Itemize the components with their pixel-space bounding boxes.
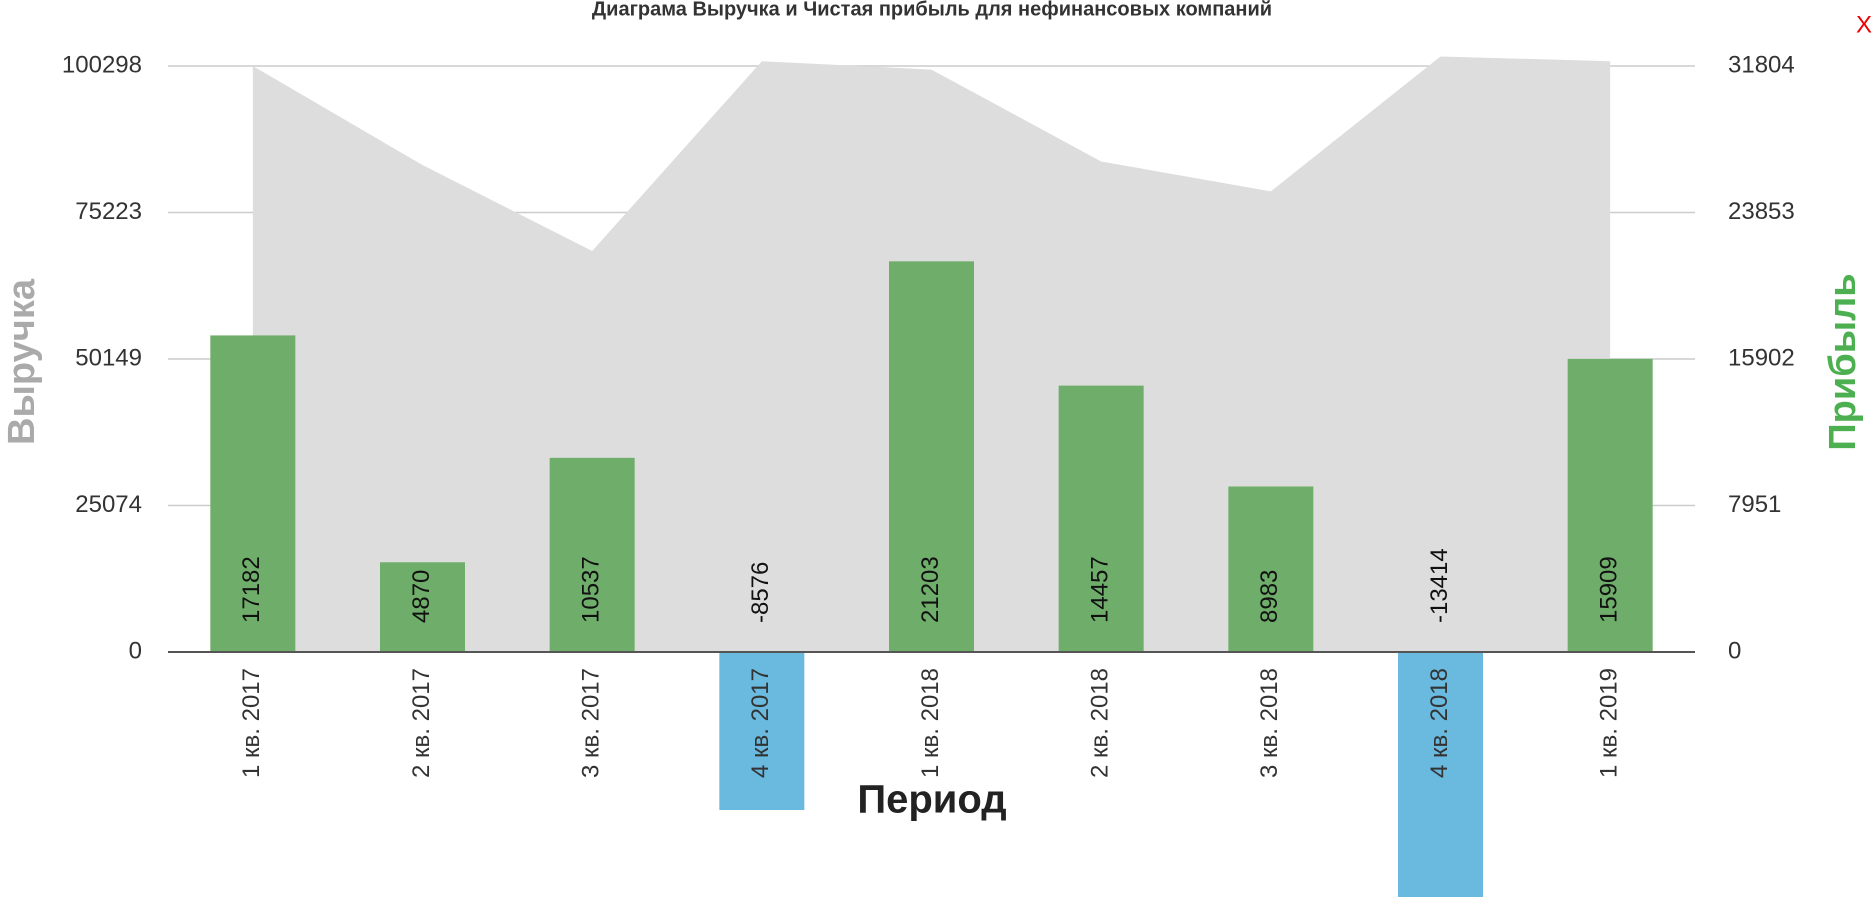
x-tick-label: 1 кв. 2017 [238, 668, 265, 778]
data-label: 10537 [578, 556, 605, 623]
x-tick-label: 4 кв. 2018 [1426, 668, 1453, 778]
data-label: 15909 [1596, 556, 1623, 623]
y2-tick-label: 0 [1728, 637, 1741, 664]
profit-bar [1567, 358, 1653, 652]
y2-tick-label: 23853 [1728, 198, 1795, 225]
chart-title: Диаграма Выручка и Чистая прибыль для не… [592, 0, 1272, 20]
x-tick-label: 3 кв. 2018 [1256, 668, 1283, 778]
data-label: 8983 [1256, 570, 1283, 623]
x-tick-label: 4 кв. 2017 [747, 668, 774, 778]
data-label: -13414 [1426, 548, 1453, 623]
x-tick-label: 1 кв. 2018 [917, 668, 944, 778]
y2-axis-title: Прибыль [1822, 273, 1864, 450]
y-axis-title: Выручка [1, 278, 43, 445]
y-tick-label: 25074 [75, 491, 142, 518]
y2-tick-label: 31804 [1728, 51, 1795, 78]
profit-bar [380, 562, 465, 652]
x-tick-label: 2 кв. 2018 [1087, 668, 1114, 778]
x-axis-title: Период [857, 778, 1006, 822]
y2-tick-label: 15902 [1728, 344, 1795, 371]
profit-bar [719, 652, 805, 811]
profit-bar [549, 457, 635, 652]
data-label: -8576 [747, 562, 774, 623]
close-button[interactable]: X [1856, 11, 1872, 38]
data-label: 14457 [1087, 556, 1114, 623]
profit-bar [1228, 486, 1314, 652]
y-tick-label: 100298 [62, 51, 142, 78]
data-label: 17182 [238, 556, 265, 623]
y-tick-label: 50149 [75, 344, 142, 371]
y-tick-label: 75223 [75, 198, 142, 225]
x-tick-label: 1 кв. 2019 [1596, 668, 1623, 778]
y-tick-label: 0 [129, 637, 142, 664]
data-label: 4870 [408, 570, 435, 623]
x-tick-label: 2 кв. 2017 [408, 668, 435, 778]
data-label: 21203 [917, 556, 944, 623]
profit-bar [1058, 385, 1144, 652]
profit-bar [889, 261, 974, 652]
x-tick-label: 3 кв. 2017 [578, 668, 605, 778]
profit-bar [210, 335, 296, 652]
y2-tick-label: 7951 [1728, 491, 1781, 518]
profit-bar [1398, 652, 1483, 897]
